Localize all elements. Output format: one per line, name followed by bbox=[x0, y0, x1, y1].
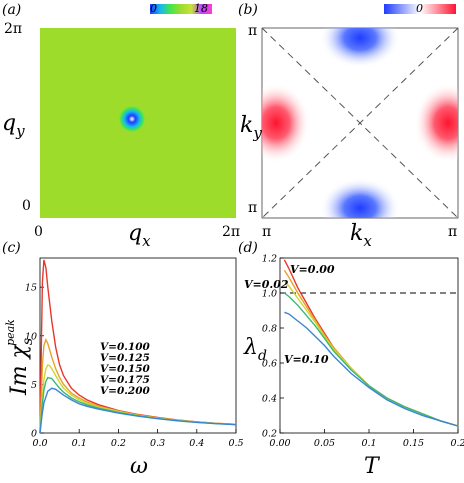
panel-a-label: (a) bbox=[2, 2, 21, 18]
panel-c-label: (c) bbox=[2, 240, 21, 256]
panel-d-label: (d) bbox=[238, 240, 258, 256]
panel-d-ytick-label: 0.4 bbox=[262, 394, 277, 405]
panel-b-y-bottom-tick: π bbox=[248, 200, 257, 216]
panel-c-legend-entry-1: V=0.125 bbox=[100, 352, 150, 364]
panel-b-red-lobe-left bbox=[262, 83, 310, 163]
panel-c-xtick-label: 0.1 bbox=[72, 438, 87, 449]
panel-b-blue-lobe-bottom bbox=[320, 178, 400, 218]
panel-c-legend-entry-3: V=0.175 bbox=[100, 374, 150, 386]
panel-d-ytick-label: 1.0 bbox=[262, 289, 277, 300]
panel-c-xtick-label: 0.2 bbox=[111, 438, 126, 449]
panel-d-ytick-label: 0.6 bbox=[262, 359, 277, 370]
panel-a-x-left-tick: 0 bbox=[34, 224, 43, 240]
panel-b-colorbar-mid: 0 bbox=[416, 2, 423, 15]
panel-b-colorbar bbox=[384, 4, 456, 14]
panel-d: (d) 0.00 0.05 0.1 0.15 0.2 0.2 0.4 0.6 0.8 1.0 1.2… bbox=[238, 240, 464, 479]
panel-c-x-label: ω bbox=[130, 454, 148, 479]
panel-d-annotation-v010: V=0.10 bbox=[284, 353, 329, 366]
panel-d-y-label: λd bbox=[243, 335, 267, 364]
panel-b-x-label: kx bbox=[350, 221, 372, 250]
panel-c: (c) 0.0 0.1 0.2 0.3 0.4 0.5 0 5 10 15 Im χspeak ω… bbox=[2, 240, 244, 479]
panel-b-y-label: ky bbox=[240, 113, 262, 142]
panel-c-legend-entry-2: V=0.150 bbox=[100, 363, 151, 375]
panel-c-ytick-label: 10 bbox=[25, 331, 37, 342]
panel-b: (b) 0 π π ky π π kx bbox=[238, 2, 459, 250]
panel-c-legend-entry-0: V=0.100 bbox=[100, 341, 151, 353]
panel-c-ytick-label: 0 bbox=[31, 429, 37, 440]
panel-b-x-right-tick: π bbox=[448, 224, 457, 240]
panel-a-colorbar bbox=[150, 4, 212, 14]
panel-d-xtick-label: 0.2 bbox=[450, 438, 464, 449]
panel-a-x-right-tick: 2π bbox=[222, 224, 240, 240]
panel-d-annotation-v000: V=0.00 bbox=[290, 263, 335, 276]
panel-b-x-left-tick: π bbox=[262, 224, 271, 240]
panel-c-xtick-label: 0.3 bbox=[150, 438, 165, 449]
panel-d-frame bbox=[279, 257, 459, 434]
panel-d-annotation-v002: V=0.02 bbox=[244, 278, 289, 291]
panel-c-legend-entry-4: V=0.200 bbox=[100, 385, 151, 397]
panel-b-red-lobe-right bbox=[414, 83, 458, 163]
panel-b-y-top-tick: π bbox=[248, 23, 257, 39]
panel-c-ytick-label: 5 bbox=[31, 380, 37, 391]
panel-a-colorbar-max: 18 bbox=[194, 2, 208, 15]
panel-d-ytick-label: 0.2 bbox=[262, 429, 277, 440]
panel-c-y-label: Im χspeak bbox=[4, 319, 36, 396]
panel-c-xtick-label: 0.5 bbox=[228, 438, 243, 449]
panel-a-x-label: qx bbox=[128, 221, 151, 250]
panel-c-xtick-label: 0.4 bbox=[189, 438, 204, 449]
panel-a-y-label: qy bbox=[2, 111, 25, 140]
panel-c-xtick-label: 0.0 bbox=[32, 438, 47, 449]
panel-d-ytick-label: 0.8 bbox=[262, 324, 277, 335]
panel-c-ytick-label: 15 bbox=[25, 283, 37, 294]
panel-d-series-line-1 bbox=[283, 269, 459, 427]
panel-b-diagonal-2 bbox=[261, 27, 459, 219]
panel-c-series-line-4 bbox=[39, 387, 237, 434]
panel-d-series-line-3 bbox=[283, 292, 459, 427]
panel-d-ytick-label: 1.2 bbox=[262, 254, 277, 265]
panel-a-y-bottom-tick: 0 bbox=[22, 198, 31, 214]
panel-d-x-label: T bbox=[364, 454, 381, 479]
panel-a: (a) 0 18 2π 0 qy 0 2π qx bbox=[2, 2, 240, 250]
panel-d-xtick-label: 0.15 bbox=[403, 438, 424, 449]
panel-b-blue-lobe-top bbox=[320, 28, 400, 68]
panel-b-label: (b) bbox=[238, 2, 258, 18]
panel-d-xtick-label: 0.05 bbox=[314, 438, 335, 449]
panel-d-series-line-0 bbox=[283, 259, 459, 427]
panel-d-series-line-4 bbox=[284, 311, 459, 427]
panel-c-frame bbox=[39, 257, 237, 434]
panel-a-colorbar-min: 0 bbox=[150, 2, 157, 15]
panel-a-peak-spot bbox=[118, 105, 146, 133]
panel-d-xtick-label: 0.00 bbox=[269, 438, 290, 449]
panel-a-y-top-tick: 2π bbox=[4, 21, 22, 37]
panel-d-xtick-label: 0.1 bbox=[361, 438, 376, 449]
